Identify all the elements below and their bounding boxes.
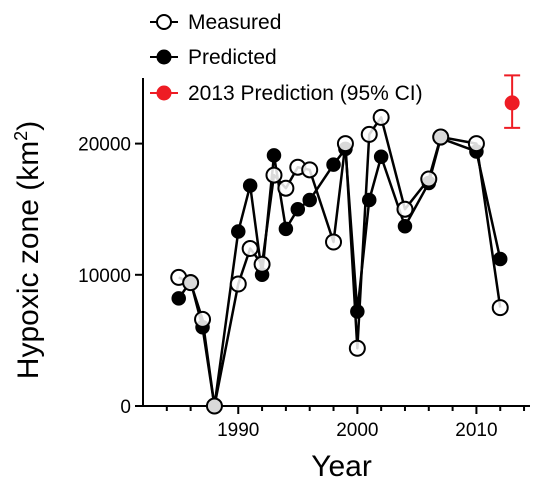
legend-label: Predicted [188, 46, 277, 69]
legend-marker [156, 14, 172, 30]
measured-point [491, 299, 509, 317]
legend-label: 2013 Prediction (95% CI) [188, 82, 423, 105]
measured-point [277, 179, 295, 197]
predicted-point [361, 192, 377, 208]
y-tick-label: 20000 [78, 135, 131, 156]
measured-point [182, 274, 200, 292]
measured-point [265, 166, 283, 184]
measured-point [194, 310, 212, 328]
axes: 0 10000 20000 1990 2000 2010 [78, 78, 530, 441]
y-tick-label: 10000 [78, 266, 131, 287]
predicted-point [242, 178, 258, 193]
measured-point [372, 108, 390, 126]
measured-point [229, 275, 247, 293]
x-axis-title: Year [311, 450, 372, 483]
measured-point [467, 135, 485, 153]
legend-label: Measured [188, 11, 281, 34]
legend-marker [156, 49, 172, 65]
x-tick-label: 1990 [217, 420, 259, 441]
y-tick-label: 0 [120, 397, 131, 418]
predicted-point [290, 201, 306, 217]
predicted-point [373, 149, 389, 164]
y-axis-title-superscript: 2 [11, 131, 31, 141]
legend-predicted: Predicted [150, 46, 277, 69]
measured-point [301, 161, 319, 179]
x-tick-label: 2000 [336, 420, 378, 441]
predicted-point [397, 219, 413, 234]
y-axis-title-main: Hypoxic zone (km [12, 141, 45, 379]
legend-marker [156, 85, 172, 101]
measured-point [205, 397, 223, 415]
predicted-point [492, 251, 508, 267]
measured-point [348, 339, 366, 357]
measured-point [432, 128, 450, 146]
legend-2013-prediction: 2013 Prediction (95% CI) [150, 82, 423, 105]
measured-point [420, 170, 438, 188]
prediction-point [504, 95, 520, 111]
predicted-point [171, 291, 186, 306]
predicted-point [302, 192, 317, 208]
predicted-point [350, 304, 365, 319]
predicted-point [231, 224, 246, 239]
predicted-line [177, 137, 502, 408]
predicted-point [278, 221, 294, 237]
measured-point [325, 233, 343, 251]
measured-point [336, 135, 354, 153]
legend-measured: Measured [150, 11, 281, 34]
legend: Measured Predicted 2013 Prediction (95% CI… [150, 11, 423, 105]
measured-point [241, 240, 259, 258]
measured-point [253, 255, 271, 273]
y-axis-title: Hypoxic zone (km2) [11, 121, 45, 379]
measured-point [360, 125, 378, 143]
predicted-point [326, 157, 341, 172]
predicted-point [266, 148, 282, 163]
y-axis-title-suffix: ) [12, 121, 45, 131]
measured-point [396, 200, 414, 218]
series-layer [170, 74, 521, 415]
x-tick-label: 2010 [455, 420, 497, 441]
